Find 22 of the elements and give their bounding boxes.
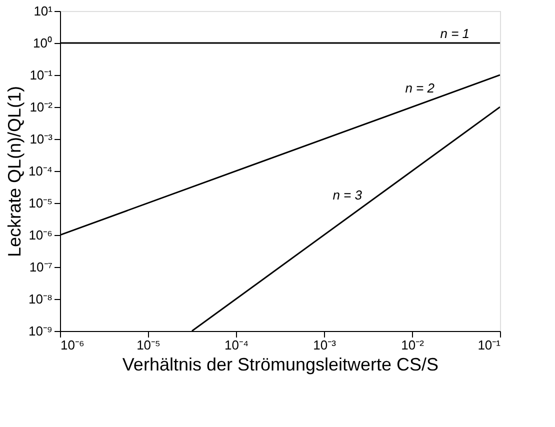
x-tick-label: 10⁻⁵ — [136, 338, 160, 352]
y-tick-label: 10⁻² — [30, 100, 54, 114]
y-axis-title: Leckrate QL(n)/QL(1) — [4, 86, 24, 258]
y-tick-label: 10¹ — [34, 4, 54, 18]
x-tick-label: 10⁻⁶ — [60, 338, 84, 352]
y-tick-label: 10⁻⁴ — [28, 164, 52, 178]
y-tick-label: 10⁻⁵ — [28, 196, 52, 210]
x-tick-label: 10⁻³ — [313, 338, 337, 352]
y-tick-label: 10⁻⁹ — [28, 324, 52, 338]
x-tick-label: 10⁻¹ — [478, 338, 502, 352]
y-tick-label: 10⁻⁸ — [28, 292, 52, 306]
x-tick-label: 10⁻⁴ — [224, 338, 249, 352]
x-tick-label: 10⁻² — [401, 338, 425, 352]
y-tick-label: 10⁻⁷ — [29, 260, 53, 274]
y-tick-label: 10⁰ — [33, 36, 52, 50]
y-tick-label: 10⁻⁶ — [28, 228, 52, 242]
annotation: n = 3 — [332, 187, 363, 202]
y-tick-label: 10⁻¹ — [30, 68, 54, 82]
x-axis-title: Verhältnis der Strömungsleitwerte CS/S — [122, 354, 439, 374]
annotation: n = 2 — [405, 80, 436, 96]
y-tick-label: 10⁻³ — [30, 132, 54, 146]
annotation: n = 1 — [440, 26, 470, 41]
